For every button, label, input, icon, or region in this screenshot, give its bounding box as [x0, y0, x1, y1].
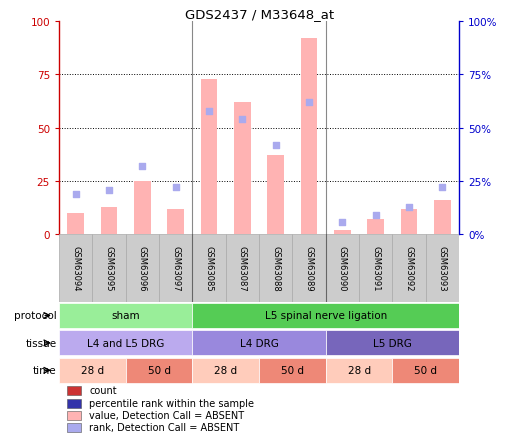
Point	[105, 187, 113, 194]
Text: GSM63095: GSM63095	[105, 246, 113, 291]
Bar	[59, 358, 126, 383]
Bar	[434, 201, 451, 235]
Bar	[426, 235, 459, 302]
Bar	[259, 235, 292, 302]
Text: L4 and L5 DRG: L4 and L5 DRG	[87, 338, 164, 348]
Bar	[326, 235, 359, 302]
Bar	[192, 358, 259, 383]
Bar	[301, 39, 318, 235]
Text: 28 d: 28 d	[347, 365, 371, 375]
Bar	[326, 331, 459, 355]
Point	[338, 219, 346, 226]
Text: GSM63097: GSM63097	[171, 246, 180, 291]
Bar	[59, 303, 192, 328]
Point	[438, 184, 446, 191]
Bar	[192, 331, 326, 355]
Bar	[67, 214, 84, 235]
Text: GSM63089: GSM63089	[305, 246, 313, 291]
Bar	[159, 235, 192, 302]
Bar	[226, 235, 259, 302]
Bar	[126, 235, 159, 302]
Bar	[67, 386, 82, 395]
Bar	[167, 209, 184, 235]
Text: GSM63092: GSM63092	[405, 246, 413, 291]
Text: tissue: tissue	[25, 338, 56, 348]
Text: GSM63085: GSM63085	[205, 246, 213, 291]
Bar	[401, 209, 418, 235]
Text: sham: sham	[111, 311, 140, 321]
Bar	[67, 423, 82, 432]
Bar	[359, 235, 392, 302]
Point	[138, 163, 147, 170]
Bar	[192, 235, 226, 302]
Text: 28 d: 28 d	[81, 365, 104, 375]
Bar	[59, 235, 92, 302]
Bar	[334, 230, 351, 235]
Text: 50 d: 50 d	[415, 365, 437, 375]
Bar	[134, 181, 151, 235]
Title: GDS2437 / M33648_at: GDS2437 / M33648_at	[185, 8, 333, 21]
Text: GSM63090: GSM63090	[338, 246, 347, 291]
Point	[371, 212, 380, 219]
Text: GSM63091: GSM63091	[371, 246, 380, 291]
Text: time: time	[33, 365, 56, 375]
Bar	[59, 331, 192, 355]
Text: L4 DRG: L4 DRG	[240, 338, 279, 348]
Point	[271, 142, 280, 149]
Text: protocol: protocol	[14, 311, 56, 321]
Text: GSM63088: GSM63088	[271, 246, 280, 291]
Bar	[67, 411, 82, 420]
Point	[71, 191, 80, 198]
Point	[405, 204, 413, 210]
Text: GSM63093: GSM63093	[438, 246, 447, 291]
Bar	[259, 358, 326, 383]
Bar	[367, 220, 384, 235]
Bar	[126, 358, 192, 383]
Point	[205, 108, 213, 115]
Bar	[392, 358, 459, 383]
Text: 28 d: 28 d	[214, 365, 238, 375]
Text: L5 DRG: L5 DRG	[373, 338, 412, 348]
Text: GSM63087: GSM63087	[238, 246, 247, 291]
Bar	[201, 79, 218, 235]
Bar	[267, 156, 284, 235]
Text: 50 d: 50 d	[148, 365, 170, 375]
Bar	[67, 399, 82, 408]
Text: L5 spinal nerve ligation: L5 spinal nerve ligation	[265, 311, 387, 321]
Text: count: count	[89, 385, 117, 395]
Bar	[392, 235, 426, 302]
Text: percentile rank within the sample: percentile rank within the sample	[89, 398, 254, 408]
Bar	[101, 207, 117, 235]
Bar	[92, 235, 126, 302]
Bar	[192, 303, 459, 328]
Text: GSM63094: GSM63094	[71, 246, 80, 291]
Point	[171, 184, 180, 191]
Point	[238, 116, 246, 123]
Text: rank, Detection Call = ABSENT: rank, Detection Call = ABSENT	[89, 423, 240, 433]
Text: 50 d: 50 d	[281, 365, 304, 375]
Bar	[292, 235, 326, 302]
Text: GSM63096: GSM63096	[138, 246, 147, 291]
Bar	[234, 103, 251, 235]
Point	[305, 99, 313, 106]
Bar	[326, 358, 392, 383]
Text: value, Detection Call = ABSENT: value, Detection Call = ABSENT	[89, 411, 245, 421]
